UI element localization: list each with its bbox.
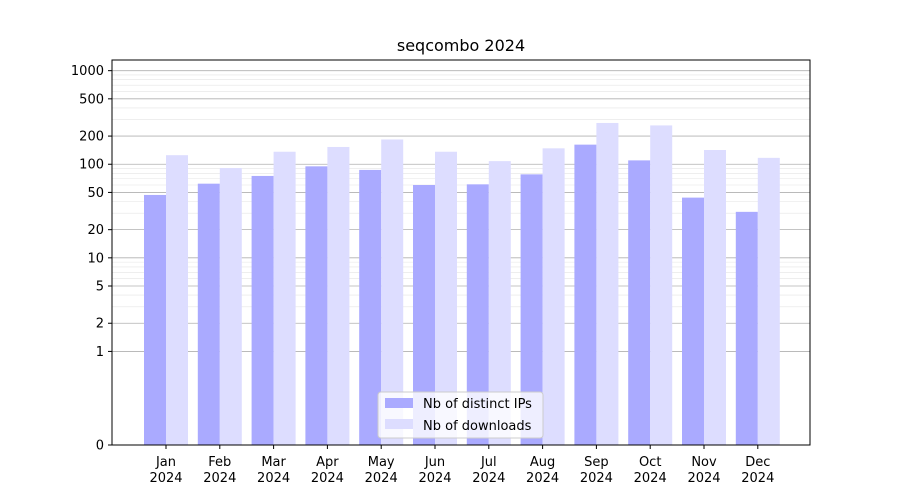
y-tick-label: 500 [79, 92, 104, 107]
bar-distinct-ips [574, 144, 597, 445]
y-tick-label: 20 [87, 223, 104, 238]
chart-title: seqcombo 2024 [397, 36, 525, 55]
bar-downloads [704, 149, 726, 445]
x-tick-label: Apr 2024 [311, 455, 344, 486]
bar-distinct-ips [197, 183, 220, 445]
bar-downloads [219, 168, 242, 445]
bar-downloads [435, 151, 457, 445]
legend: Nb of distinct IPs Nb of downloads [377, 391, 544, 439]
bar-downloads [381, 139, 404, 445]
x-tick-label: Dec 2024 [741, 455, 774, 486]
bar-downloads [273, 151, 296, 445]
x-tick-label: Mar 2024 [257, 455, 290, 486]
bar-distinct-ips [682, 197, 704, 445]
bar-distinct-ips [359, 169, 382, 445]
x-tick-label: Aug 2024 [526, 455, 559, 486]
bar-downloads [327, 146, 350, 446]
x-tick-label: Jul 2024 [472, 455, 505, 486]
y-tick-label: 1000 [71, 64, 104, 79]
x-tick-label: Feb 2024 [203, 455, 236, 486]
bar-distinct-ips [520, 174, 543, 445]
legend-swatch-downloads [385, 419, 413, 429]
legend-label-downloads: Nb of downloads [423, 419, 532, 434]
y-tick-label: 50 [87, 186, 104, 201]
y-axis: 0 1 2 5 10 20 50 100 200 500 1000 [71, 64, 112, 454]
bar-distinct-ips [144, 194, 166, 445]
legend-box [377, 391, 544, 439]
bar-distinct-ips [628, 160, 651, 445]
y-tick-label: 10 [87, 251, 104, 266]
y-tick-label: 0 [96, 439, 104, 454]
x-tick-label: Oct 2024 [634, 455, 667, 486]
y-tick-label: 2 [96, 317, 104, 332]
x-tick-label: Nov 2024 [687, 455, 720, 486]
bar-downloads [542, 148, 565, 446]
x-tick-label: May 2024 [365, 455, 398, 486]
bar-downloads [596, 122, 619, 446]
legend-label-ips: Nb of distinct IPs [423, 397, 532, 412]
y-tick-label: 1 [96, 345, 104, 360]
plot-frame [111, 59, 811, 446]
bar-distinct-ips [413, 185, 435, 445]
bar-distinct-ips [251, 175, 274, 445]
x-tick-label: Jun 2024 [418, 455, 451, 486]
bar-downloads [166, 155, 188, 445]
bar-distinct-ips [735, 211, 758, 445]
y-tick-label: 100 [79, 158, 104, 173]
legend-swatch-ips [385, 398, 413, 408]
bar-distinct-ips [466, 184, 489, 445]
bars-layer [144, 122, 780, 446]
bar-downloads [650, 125, 673, 445]
x-tick-label: Jan 2024 [149, 455, 182, 486]
y-tick-label: 5 [96, 280, 104, 295]
bar-downloads [757, 157, 780, 446]
bar-downloads [488, 161, 511, 445]
x-tick-label: Sep 2024 [580, 455, 613, 486]
bar-distinct-ips [305, 166, 328, 445]
y-tick-label: 200 [79, 130, 104, 145]
x-axis: Jan 2024 Feb 2024 Mar 2024 Apr 2024 May 2024 Jun 20… [149, 445, 774, 486]
